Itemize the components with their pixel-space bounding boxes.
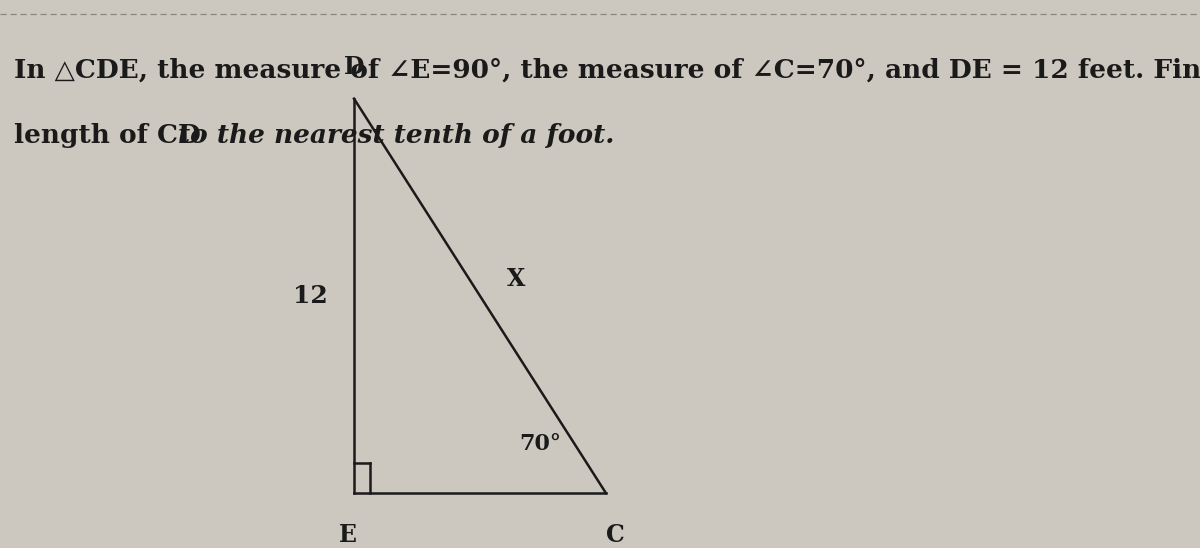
Text: D: D: [343, 55, 365, 79]
Text: In △CDE, the measure of ∠E=90°, the measure of ∠C=70°, and DE = 12 feet. Find th: In △CDE, the measure of ∠E=90°, the meas…: [14, 58, 1200, 83]
Text: X: X: [506, 267, 524, 292]
Text: length of CD: length of CD: [14, 123, 210, 149]
Text: E: E: [340, 523, 358, 547]
Text: to the nearest tenth of a foot.: to the nearest tenth of a foot.: [178, 123, 614, 149]
Text: C: C: [606, 523, 625, 547]
Text: 12: 12: [293, 284, 328, 308]
Text: 70°: 70°: [520, 433, 562, 455]
